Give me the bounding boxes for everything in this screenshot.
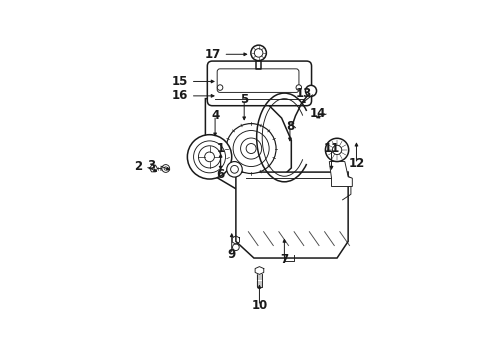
Circle shape (296, 85, 301, 90)
Circle shape (194, 141, 225, 173)
Text: 13: 13 (296, 87, 312, 100)
Polygon shape (236, 172, 348, 258)
Polygon shape (329, 162, 352, 186)
Text: 4: 4 (211, 109, 219, 122)
Text: 6: 6 (217, 168, 225, 181)
FancyBboxPatch shape (207, 61, 312, 106)
Text: 1: 1 (217, 142, 225, 155)
Circle shape (246, 144, 256, 153)
Text: 16: 16 (172, 89, 188, 102)
Polygon shape (255, 267, 264, 274)
Circle shape (226, 123, 276, 174)
Text: 10: 10 (251, 300, 268, 312)
Circle shape (217, 85, 223, 90)
Text: 2: 2 (134, 160, 143, 173)
Circle shape (231, 166, 238, 173)
FancyBboxPatch shape (217, 69, 299, 93)
Circle shape (205, 152, 215, 162)
Circle shape (198, 146, 220, 168)
Circle shape (233, 244, 239, 251)
Text: 5: 5 (240, 93, 248, 106)
Text: 14: 14 (310, 107, 326, 120)
Text: 15: 15 (172, 75, 188, 88)
Circle shape (233, 131, 269, 167)
Circle shape (332, 145, 342, 154)
Circle shape (325, 138, 349, 162)
Circle shape (227, 162, 242, 177)
Text: 12: 12 (348, 157, 365, 170)
Circle shape (251, 45, 267, 61)
Text: 8: 8 (286, 120, 294, 133)
Text: 9: 9 (227, 248, 236, 261)
Circle shape (187, 135, 232, 179)
Circle shape (162, 165, 170, 172)
Circle shape (241, 138, 262, 159)
Text: 7: 7 (280, 253, 289, 266)
Polygon shape (205, 99, 292, 193)
Text: 17: 17 (204, 48, 220, 61)
Circle shape (254, 49, 263, 57)
Text: 11: 11 (323, 142, 340, 155)
Text: 3: 3 (147, 159, 155, 172)
Circle shape (164, 167, 168, 170)
Circle shape (305, 85, 317, 96)
